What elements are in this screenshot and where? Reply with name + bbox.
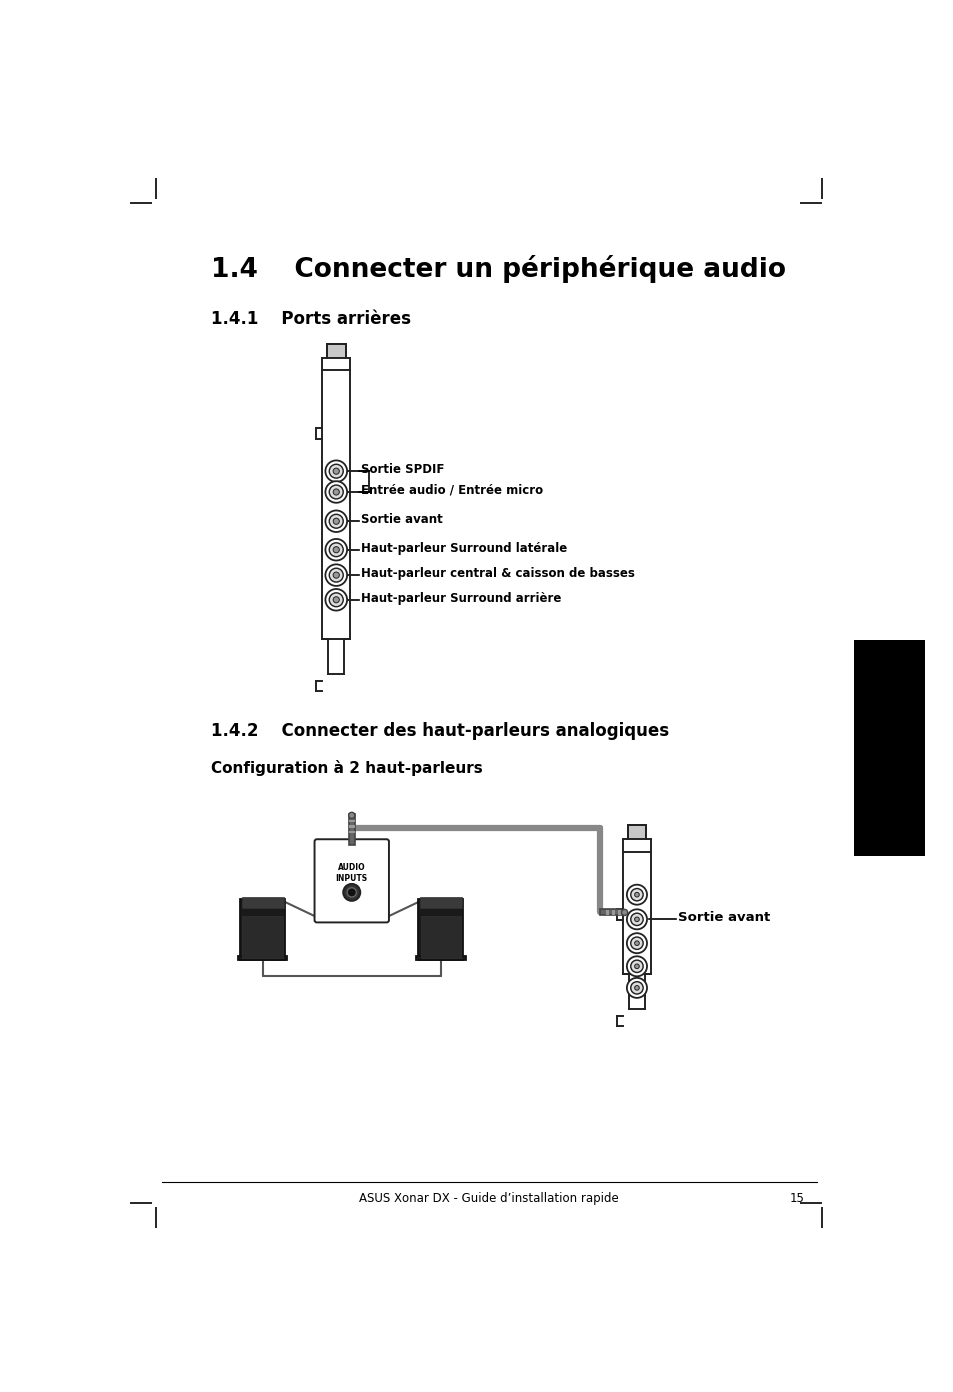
Text: AUDIO
INPUTS: AUDIO INPUTS [335, 863, 368, 883]
Circle shape [325, 511, 347, 532]
Circle shape [626, 956, 646, 976]
FancyBboxPatch shape [314, 839, 389, 923]
Circle shape [325, 461, 347, 482]
Circle shape [620, 909, 627, 916]
Circle shape [343, 884, 360, 901]
Text: 15: 15 [789, 1193, 804, 1205]
Circle shape [630, 981, 642, 994]
Circle shape [348, 813, 355, 818]
Circle shape [329, 484, 343, 498]
Circle shape [325, 482, 347, 503]
Circle shape [626, 977, 646, 998]
Circle shape [634, 965, 639, 969]
Bar [348, 825, 355, 828]
Text: Sortie avant: Sortie avant [678, 912, 769, 924]
Circle shape [626, 885, 646, 905]
Bar [418, 899, 463, 960]
Circle shape [626, 909, 646, 930]
Text: 1.4    Connecter un périphérique audio: 1.4 Connecter un périphérique audio [211, 256, 785, 284]
Bar [605, 910, 608, 915]
Circle shape [329, 568, 343, 582]
Circle shape [634, 892, 639, 896]
Bar [242, 916, 282, 958]
Circle shape [333, 468, 339, 475]
Circle shape [325, 589, 347, 611]
Bar [416, 955, 465, 960]
Text: Haut-parleur Surround latérale: Haut-parleur Surround latérale [360, 541, 567, 554]
Circle shape [347, 888, 356, 896]
Circle shape [325, 539, 347, 561]
Bar [348, 820, 355, 823]
Text: 1.4.1    Ports arrières: 1.4.1 Ports arrières [211, 310, 411, 329]
Bar [327, 344, 345, 358]
Text: Français: Français [880, 709, 898, 788]
Circle shape [333, 489, 339, 496]
Text: 1.4.2    Connecter des haut-parleurs analogiques: 1.4.2 Connecter des haut-parleurs analog… [211, 721, 668, 739]
Bar [237, 955, 287, 960]
Bar [419, 896, 461, 908]
Bar [618, 910, 620, 915]
Circle shape [634, 941, 639, 945]
Circle shape [634, 986, 639, 990]
Circle shape [329, 593, 343, 607]
Circle shape [630, 937, 642, 949]
Circle shape [626, 933, 646, 954]
Text: Configuration à 2 haut-parleurs: Configuration à 2 haut-parleurs [211, 760, 482, 775]
Bar [241, 896, 283, 908]
Bar [612, 910, 615, 915]
Bar [599, 909, 620, 916]
Bar [627, 825, 645, 839]
Bar [240, 899, 285, 960]
Circle shape [333, 572, 339, 578]
Bar [420, 916, 460, 958]
Text: Haut-parleur Surround arrière: Haut-parleur Surround arrière [360, 592, 560, 604]
Text: Sortie SPDIF: Sortie SPDIF [360, 464, 444, 476]
Circle shape [634, 917, 639, 922]
Circle shape [333, 597, 339, 603]
Text: Haut-parleur central & caisson de basses: Haut-parleur central & caisson de basses [360, 567, 635, 580]
Circle shape [630, 913, 642, 926]
Text: Sortie avant: Sortie avant [360, 514, 442, 526]
Circle shape [333, 518, 339, 525]
Bar [348, 831, 355, 832]
Circle shape [329, 543, 343, 557]
Text: ASUS Xonar DX - Guide d’installation rapide: ASUS Xonar DX - Guide d’installation rap… [358, 1193, 618, 1205]
Circle shape [630, 960, 642, 973]
Circle shape [333, 547, 339, 553]
Circle shape [329, 514, 343, 528]
Circle shape [325, 564, 347, 586]
Bar [348, 814, 355, 845]
Circle shape [329, 465, 343, 477]
Text: Entrée audio / Entrée micro: Entrée audio / Entrée micro [360, 484, 542, 497]
Circle shape [630, 888, 642, 901]
